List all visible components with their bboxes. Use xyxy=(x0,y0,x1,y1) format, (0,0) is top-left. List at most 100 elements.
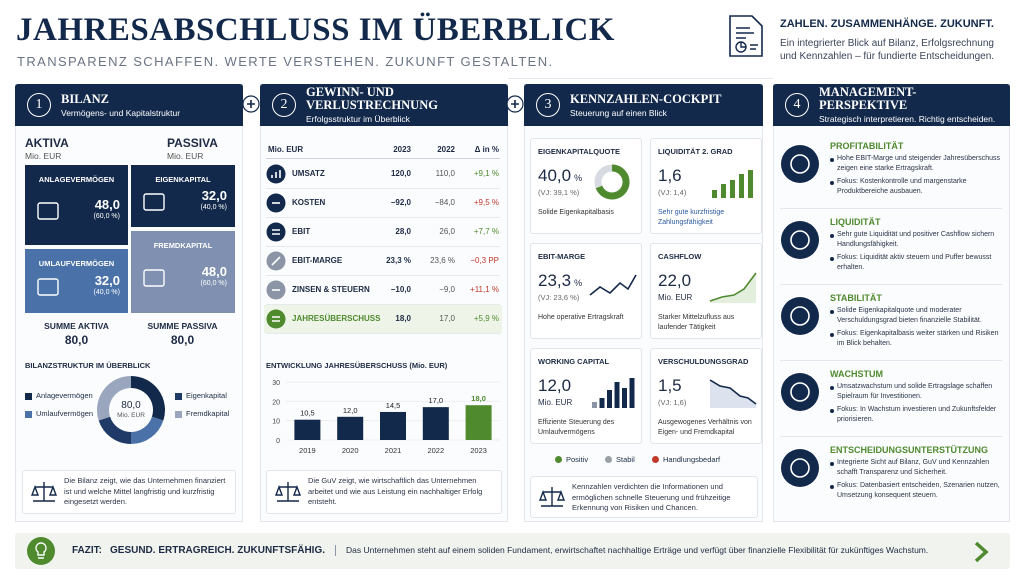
block-label: ANLAGEVERMÖGEN xyxy=(38,175,115,184)
item-title: STABILITÄT xyxy=(830,293,882,303)
legend-label: Handlungsbedarf xyxy=(663,455,721,464)
icon-circle xyxy=(781,373,819,411)
item-bullet xyxy=(830,310,834,314)
icon-inner xyxy=(790,154,810,174)
block-icon xyxy=(37,202,59,220)
icon-inner xyxy=(790,230,810,250)
item-point: Integrierte Sicht auf Bilanz, GuV und Ke… xyxy=(837,459,990,476)
aktiva-unit: Mio. EUR xyxy=(25,151,62,161)
panel-number: 1 xyxy=(27,93,51,117)
icon-shape xyxy=(143,193,165,211)
spark-bar xyxy=(599,398,605,408)
item-title: ENTSCHEIDUNGSUNTERSTÜTZUNG xyxy=(830,445,989,455)
panel-heading: GEWINN- UND VERLUSTRECHNUNG Erfolgsstrukt… xyxy=(306,84,502,126)
item-title: LIQUIDITÄT xyxy=(830,217,881,227)
spark-bar xyxy=(607,390,612,408)
icon-glyph xyxy=(271,256,281,266)
item-title: PROFITABILITÄT xyxy=(830,141,904,151)
row-rule xyxy=(266,275,500,276)
kpi-value: 40,0 xyxy=(538,166,572,185)
block-value: 32,0 xyxy=(94,273,120,288)
kpi-value: 12,0 xyxy=(538,376,572,395)
spark-bar xyxy=(721,184,726,198)
y-tick-label: 20 xyxy=(272,399,280,406)
sum-label: SUMME AKTIVA xyxy=(44,321,109,331)
kpi-note: Sehr gute kurzfristige Zahlungsfähigkeit xyxy=(658,209,725,226)
note-icon xyxy=(274,482,302,502)
balance-block xyxy=(25,165,128,245)
legend-swatch xyxy=(25,411,32,418)
kpi-value: 1,6 xyxy=(658,166,682,185)
note-icon xyxy=(538,487,566,507)
kpi-card xyxy=(650,348,762,444)
block-share: (40,0 %) xyxy=(93,289,120,296)
kpi-unit: Mio. EUR xyxy=(658,293,693,302)
kpi-sparkline xyxy=(589,274,637,296)
fazit-label: FAZIT: xyxy=(72,545,102,556)
note-box xyxy=(530,476,758,518)
table-cell: 26,0 xyxy=(439,227,455,236)
sum-label: SUMME PASSIVA xyxy=(147,321,218,331)
legend-label: Eigenkapital xyxy=(186,391,227,400)
panel-subtitle: Vermögens- und Kapitalstruktur xyxy=(61,107,181,118)
value-label: 17,0 xyxy=(428,396,443,405)
legend-dot xyxy=(555,456,562,463)
tagline: ZAHLEN. ZUSAMMENHÄNGE. ZUKUNFT. xyxy=(780,18,994,30)
kpi-sparkline xyxy=(592,378,635,408)
icon-shape xyxy=(143,269,165,287)
chart-title: ENTWICKLUNG JAHRESÜBERSCHUSS (Mio. EUR) xyxy=(266,361,448,370)
y-tick-label: 0 xyxy=(276,438,280,445)
legend-swatch xyxy=(25,393,32,400)
icon-inner xyxy=(790,382,810,402)
value-label: 18,0 xyxy=(471,394,486,403)
table-cell: −92,0 xyxy=(390,198,411,207)
page-subtitle: TRANSPARENZ SCHAFFEN. WERTE VERSTEHEN. Z… xyxy=(17,54,554,69)
header-description: Ein integrierter Blick auf Bilanz, Erfol… xyxy=(780,38,995,62)
row-icon xyxy=(266,164,286,184)
icon-shape xyxy=(538,487,566,507)
block-label: FREMDKAPITAL xyxy=(153,241,213,250)
table-cell: 23,3 % xyxy=(386,256,411,265)
panel-title: GEWINN- UND VERLUSTRECHNUNG xyxy=(306,85,438,112)
icon-circle xyxy=(781,297,819,335)
y-tick-label: 10 xyxy=(272,419,280,426)
icon-glyph xyxy=(271,170,281,178)
table-cell: ZINSEN & STEUERN xyxy=(292,285,370,294)
sum-value: 80,0 xyxy=(64,333,89,347)
panel-subtitle: Erfolgsstruktur im Überblick xyxy=(306,114,410,124)
y-tick-label: 30 xyxy=(272,380,280,387)
item-icon xyxy=(781,449,819,487)
block-icon xyxy=(143,269,165,287)
item-icon xyxy=(781,373,819,411)
row-icon xyxy=(266,280,286,300)
spark-bar xyxy=(614,382,620,408)
item-bullet xyxy=(830,462,834,466)
block-label: UMLAUFVERMÖGEN xyxy=(38,259,115,268)
panel-subtitle: Steuerung auf einen Blick xyxy=(570,107,667,118)
row-icon xyxy=(266,193,286,213)
kpi-value: 23,3 xyxy=(538,271,572,290)
spark-bar xyxy=(629,378,635,408)
row-icon xyxy=(266,251,286,271)
donut-segment xyxy=(130,376,165,421)
value-label: 14,5 xyxy=(386,401,401,410)
kpi-prior: (VJ: 23,6 %) xyxy=(538,293,580,302)
block-icon xyxy=(37,278,59,296)
panel-title: BILANZ xyxy=(61,91,109,106)
plus-sign xyxy=(511,100,519,108)
passiva-label: PASSIVA xyxy=(167,136,218,150)
icon-circle xyxy=(27,537,55,565)
x-tick-label: 2019 xyxy=(299,446,316,455)
item-point: Hohe EBIT-Marge und steigender Jahresübe… xyxy=(837,155,1001,172)
icon-glyph xyxy=(272,316,280,322)
sum-value: 80,0 xyxy=(170,333,195,347)
kpi-sparkline xyxy=(594,164,630,200)
item-title: WACHSTUM xyxy=(830,369,883,379)
table-cell: +9,5 % xyxy=(473,198,499,207)
panel-number: 3 xyxy=(536,93,560,117)
item-rule xyxy=(780,284,1002,285)
gauge-arc xyxy=(595,164,630,200)
panel-heading: BILANZ Vermögens- und Kapitalstruktur xyxy=(61,84,237,126)
spark-area xyxy=(710,273,756,303)
x-tick-label: 2023 xyxy=(470,446,487,455)
